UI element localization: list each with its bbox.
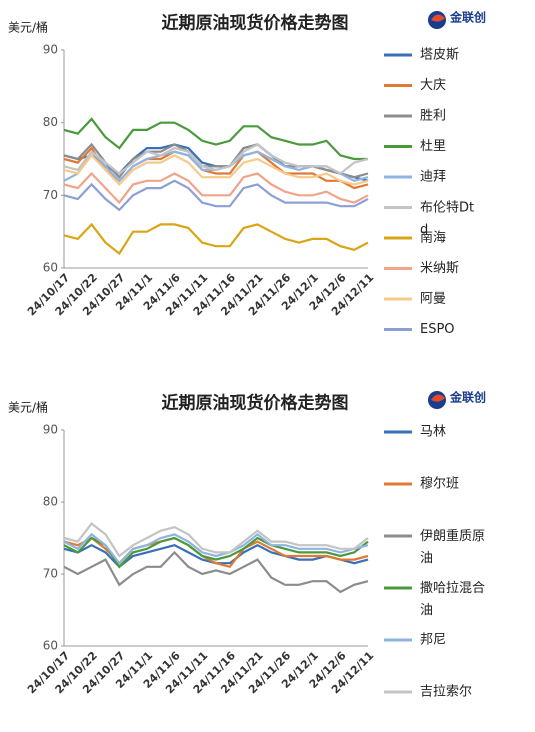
legend-label: 吉拉索尔 xyxy=(420,685,472,700)
y-tick-label: 90 xyxy=(43,423,58,437)
logo-mark xyxy=(431,394,445,402)
legend-label: 塔皮斯 xyxy=(420,48,459,63)
legend-label: 伊朗重质原油 xyxy=(420,528,485,566)
logo-text: 金联创 xyxy=(449,10,486,25)
series-line xyxy=(63,532,369,565)
legend-label: 布伦特Dt d xyxy=(420,200,474,237)
series-line xyxy=(63,550,369,594)
legend-label: 胜利 xyxy=(420,109,446,124)
series-line xyxy=(63,222,369,256)
y-tick-label: 80 xyxy=(43,115,58,129)
y-axis-unit: 美元/桶 xyxy=(8,20,48,35)
legend-label: 穆尔班 xyxy=(420,477,459,492)
chart: 近期原油现货价格走势图美元/桶金联创6070809024/10/1724/10/… xyxy=(8,390,486,700)
series-line xyxy=(63,153,369,186)
series-line xyxy=(63,536,369,569)
legend-label: 杜里 xyxy=(420,139,446,154)
y-tick-label: 90 xyxy=(43,43,58,57)
legend-label: 马林 xyxy=(420,425,446,440)
legend-label: 南海 xyxy=(420,230,446,246)
logo-text: 金联创 xyxy=(449,390,486,405)
y-tick-label: 60 xyxy=(43,639,58,653)
series-line xyxy=(63,171,369,205)
legend-label: 邦尼 xyxy=(420,633,446,648)
series-line xyxy=(63,142,369,179)
series-line xyxy=(63,522,369,558)
logo-mark xyxy=(431,14,445,22)
y-tick-label: 80 xyxy=(43,495,58,509)
legend-label: 米纳斯 xyxy=(420,261,459,276)
y-tick-label: 70 xyxy=(43,188,58,202)
legend-label: 大庆 xyxy=(420,78,446,93)
y-tick-label: 60 xyxy=(43,261,58,275)
series-line xyxy=(63,179,369,212)
series-line xyxy=(63,143,369,175)
y-tick-label: 70 xyxy=(43,567,58,581)
series-line xyxy=(63,117,368,161)
y-axis-unit: 美元/桶 xyxy=(8,400,48,415)
legend-label: 撒哈拉混合油 xyxy=(420,580,485,618)
legend-label: 阿曼 xyxy=(420,292,446,307)
chart-title: 近期原油现货价格走势图 xyxy=(162,13,349,34)
chart-title: 近期原油现货价格走势图 xyxy=(162,393,349,414)
legend-label: ESPO xyxy=(420,322,455,337)
chart: 近期原油现货价格走势图美元/桶金联创6070809024/10/1724/10/… xyxy=(8,10,486,338)
legend-label: 迪拜 xyxy=(420,170,446,185)
